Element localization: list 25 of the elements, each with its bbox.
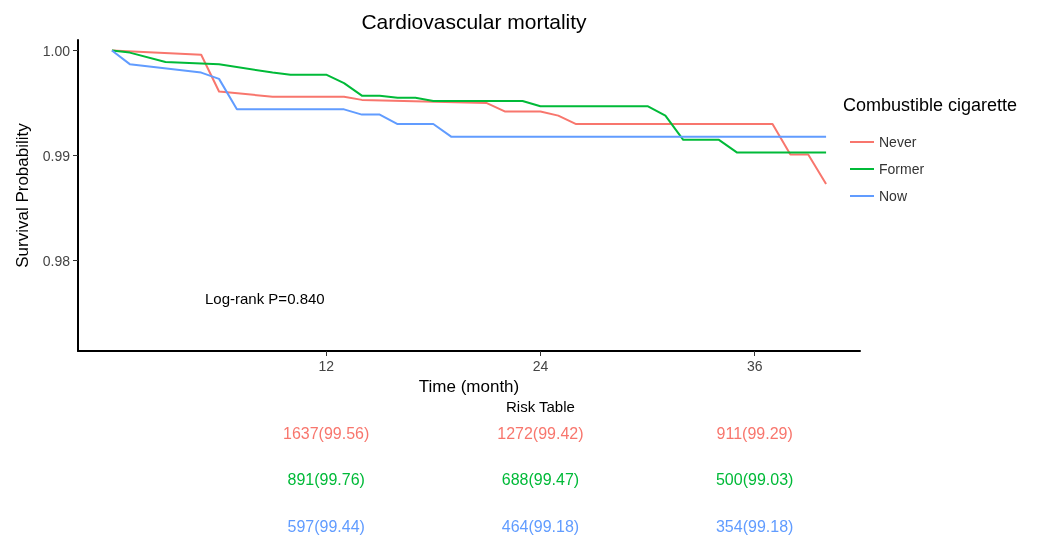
text: 1637(99.56)	[283, 424, 370, 442]
x-tick-label: 12	[318, 358, 335, 374]
line-series	[110, 49, 828, 138]
legend-label: Never	[879, 134, 917, 150]
text: Risk Table	[505, 397, 575, 415]
y-axis-title: Survival Probability	[13, 122, 32, 268]
text: 911(99.29)	[716, 424, 793, 442]
y-tick-label: 1.00	[42, 42, 71, 59]
x-tick-label: 36	[746, 358, 763, 374]
chart-title: Cardiovascular mortality	[361, 10, 588, 33]
y-tick-label: 0.98	[42, 252, 71, 269]
text: 688(99.47)	[501, 471, 580, 488]
annotation: Log-rank P=0.840	[205, 289, 325, 307]
text: 500(99.03)	[715, 471, 794, 488]
legend-label: Former	[879, 161, 925, 177]
text: 354(99.18)	[715, 517, 794, 535]
x-tick-label: 24	[532, 358, 549, 374]
x-axis-title: Time (month)	[418, 376, 520, 396]
text: 597(99.44)	[287, 517, 365, 535]
legend-label: Now	[879, 188, 908, 204]
legend-title: Combustible cigarette	[843, 95, 1018, 115]
text: 891(99.76)	[287, 471, 365, 488]
text: 464(99.18)	[501, 517, 580, 535]
text: 1272(99.42)	[497, 424, 584, 442]
y-tick-label: 0.99	[42, 147, 71, 164]
